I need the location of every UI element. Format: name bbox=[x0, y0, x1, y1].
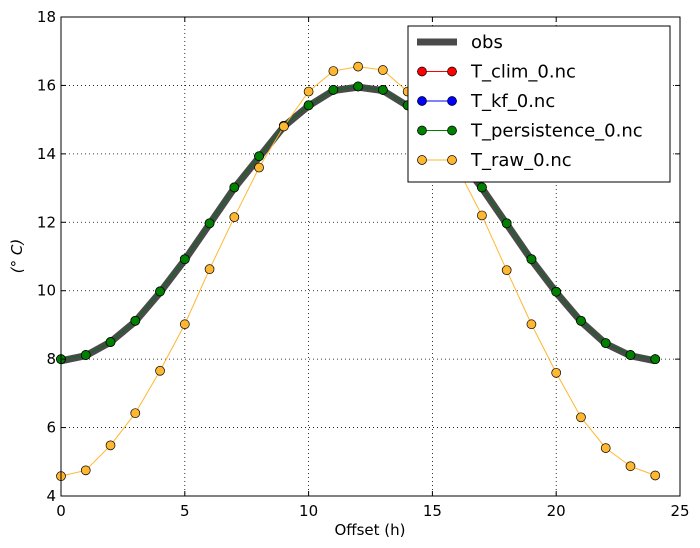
data-point bbox=[278, 121, 289, 132]
data-point bbox=[650, 470, 661, 481]
data-point bbox=[353, 81, 363, 92]
data-point bbox=[80, 465, 91, 476]
data-point bbox=[105, 440, 116, 451]
legend-entry: T_kf_0.nc bbox=[417, 91, 555, 112]
data-point bbox=[155, 286, 165, 297]
legend-entry: T_persistence_0.nc bbox=[417, 121, 643, 142]
data-point bbox=[179, 254, 190, 265]
data-point bbox=[477, 182, 487, 193]
y-tick-label: 18 bbox=[37, 8, 56, 26]
data-point bbox=[229, 212, 240, 223]
y-tick-label: 14 bbox=[37, 145, 56, 163]
data-point bbox=[378, 85, 388, 95]
data-point bbox=[303, 86, 314, 97]
data-point bbox=[600, 443, 611, 453]
data-point bbox=[328, 85, 339, 95]
data-point bbox=[105, 337, 116, 347]
x-tick-label: 25 bbox=[670, 502, 689, 520]
data-point bbox=[303, 100, 314, 111]
x-tick-label: 10 bbox=[299, 502, 318, 520]
y-tick-label: 8 bbox=[46, 350, 56, 368]
data-point bbox=[551, 286, 562, 297]
y-axis-label: (° C) bbox=[8, 239, 26, 273]
x-tick-label: 20 bbox=[547, 502, 566, 520]
data-point bbox=[130, 315, 141, 326]
legend-marker bbox=[417, 125, 427, 136]
y-tick-label: 16 bbox=[37, 76, 56, 94]
y-tick-label: 6 bbox=[46, 419, 56, 437]
legend-marker bbox=[447, 96, 457, 106]
legend: obs T_clim_0.nc T_kf_0.nc T_persistence_0.n… bbox=[407, 25, 671, 183]
legend-marker bbox=[417, 155, 427, 165]
legend-label: T_kf_0.nc bbox=[470, 91, 555, 112]
data-point bbox=[526, 254, 537, 265]
legend-marker bbox=[447, 125, 457, 136]
y-tick-label: 4 bbox=[46, 487, 56, 505]
legend-marker bbox=[417, 96, 427, 106]
legend-entry: obs bbox=[417, 32, 503, 53]
data-point bbox=[625, 350, 636, 360]
legend-marker bbox=[447, 66, 457, 77]
data-point bbox=[576, 315, 586, 326]
legend-label: T_clim_0.nc bbox=[470, 62, 576, 83]
x-tick-label: 5 bbox=[180, 502, 190, 520]
legend-label: T_persistence_0.nc bbox=[470, 121, 643, 142]
data-point bbox=[378, 65, 388, 75]
data-point bbox=[229, 182, 240, 193]
data-point bbox=[501, 218, 512, 229]
data-point bbox=[254, 151, 264, 162]
data-point bbox=[80, 350, 91, 360]
y-tick-label: 10 bbox=[37, 282, 56, 300]
x-tick-label: 0 bbox=[56, 502, 66, 520]
data-point bbox=[254, 162, 264, 173]
data-point bbox=[576, 412, 586, 423]
legend-marker bbox=[417, 66, 427, 77]
data-point bbox=[501, 265, 512, 276]
data-point bbox=[551, 367, 562, 378]
data-point bbox=[526, 319, 537, 330]
x-axis-label: Offset (h) bbox=[334, 521, 405, 539]
legend-label: T_raw_0.nc bbox=[470, 150, 572, 171]
data-point bbox=[328, 66, 339, 76]
legend-entry: T_raw_0.nc bbox=[417, 150, 572, 171]
data-point bbox=[130, 408, 141, 419]
legend-marker bbox=[447, 155, 457, 165]
data-point bbox=[204, 218, 215, 229]
plot-frame bbox=[60, 16, 681, 497]
axis-ticks: 0 5 10 15 20 25 4 6 8 10 12 14 16 18 bbox=[37, 8, 690, 520]
x-tick-label: 15 bbox=[423, 502, 442, 520]
data-point bbox=[650, 354, 661, 364]
y-tick-label: 12 bbox=[37, 213, 56, 231]
data-point bbox=[155, 365, 165, 376]
data-point bbox=[600, 338, 611, 348]
data-point bbox=[477, 210, 487, 221]
series-t-persistence-0-nc bbox=[56, 81, 661, 364]
legend-entry: T_clim_0.nc bbox=[417, 62, 576, 83]
data-point bbox=[625, 461, 636, 472]
data-point bbox=[204, 264, 215, 275]
data-point bbox=[179, 319, 190, 330]
legend-label: obs bbox=[471, 32, 503, 53]
data-point bbox=[353, 61, 363, 72]
